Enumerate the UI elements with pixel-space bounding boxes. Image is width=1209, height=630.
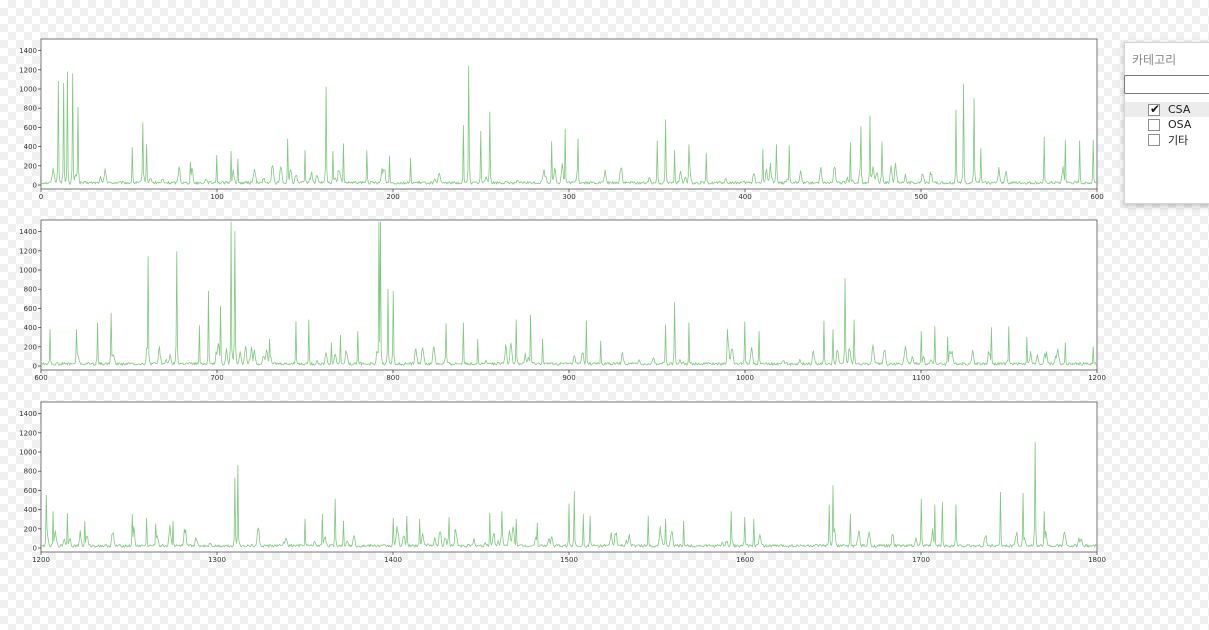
- series-line: [41, 221, 1097, 366]
- plot-area: [40, 38, 1098, 190]
- x-tick-label: 300: [562, 193, 575, 201]
- panel-title: 카테고리: [1132, 53, 1177, 67]
- x-tick-label: 400: [738, 193, 751, 201]
- y-tick-label: 800: [24, 105, 37, 113]
- x-tick-label: 200: [386, 193, 399, 201]
- x-tick-label: 1200: [1088, 374, 1106, 382]
- y-tick-label: 600: [24, 487, 37, 495]
- x-tick-label: 1600: [736, 556, 754, 564]
- x-tick-label: 700: [210, 374, 223, 382]
- category-label: OSA: [1168, 118, 1192, 131]
- y-tick-label: 1400: [19, 47, 37, 55]
- x-tick-label: 900: [562, 374, 575, 382]
- y-tick-label: 200: [24, 525, 37, 533]
- y-tick-label: 1200: [19, 247, 37, 255]
- y-tick-label: 0: [33, 363, 37, 371]
- chart-3: 0 200 400 600 800 1000 1200 1400 1200 1300 1400 150…: [19, 401, 1106, 564]
- y-tick-label: 0: [33, 545, 37, 553]
- category-item-osa[interactable]: OSA: [1125, 117, 1209, 132]
- x-tick-label: 1300: [208, 556, 226, 564]
- category-filter-input[interactable]: [1124, 75, 1209, 94]
- y-tick-label: 800: [24, 286, 37, 294]
- y-tick-label: 0: [33, 182, 37, 190]
- x-tick-label: 1200: [32, 556, 50, 564]
- osa-checkbox[interactable]: [1148, 118, 1160, 131]
- y-tick-label: 1400: [19, 410, 37, 418]
- y-tick-label: 400: [24, 506, 37, 514]
- y-tick-label: 1000: [19, 449, 37, 457]
- y-tick-label: 400: [24, 324, 37, 332]
- x-tick-label: 1100: [912, 374, 930, 382]
- category-item-other[interactable]: 기타: [1125, 132, 1209, 147]
- other-checkbox[interactable]: [1148, 133, 1160, 146]
- x-tick-label: 800: [386, 374, 399, 382]
- checkmark-icon: ✔: [1150, 101, 1161, 116]
- y-tick-label: 200: [24, 343, 37, 351]
- x-tick-label: 600: [34, 374, 47, 382]
- y-tick-label: 600: [24, 305, 37, 313]
- x-tick-label: 100: [210, 193, 223, 201]
- series-line: [41, 442, 1097, 548]
- x-tick-label: 1700: [912, 556, 930, 564]
- category-label: CSA: [1168, 103, 1191, 116]
- y-tick-label: 1200: [19, 429, 37, 437]
- category-legend-panel: 카테고리 ✔ CSA OSA 기타: [1124, 42, 1209, 204]
- y-tick-label: 800: [24, 468, 37, 476]
- x-tick-label: 1500: [560, 556, 578, 564]
- y-tick-label: 600: [24, 124, 37, 132]
- x-tick-label: 1400: [384, 556, 402, 564]
- csa-checkbox[interactable]: ✔: [1148, 101, 1161, 116]
- y-tick-label: 1000: [19, 267, 37, 275]
- y-tick-label: 1400: [19, 228, 37, 236]
- plot-area: [40, 401, 1098, 553]
- plot-area: [40, 219, 1098, 371]
- y-tick-label: 200: [24, 162, 37, 170]
- y-tick-label: 1200: [19, 66, 37, 74]
- category-label: 기타: [1168, 133, 1189, 147]
- y-tick-label: 1000: [19, 86, 37, 94]
- x-tick-label: 1000: [736, 374, 754, 382]
- x-tick-label: 1800: [1088, 556, 1106, 564]
- x-tick-label: 500: [914, 193, 927, 201]
- chart-2: 0 200 400 600 800 1000 1200 1400 600 700 800 900 100…: [19, 219, 1106, 382]
- x-tick-label: 600: [1090, 193, 1103, 201]
- category-item-csa[interactable]: ✔ CSA: [1125, 102, 1209, 117]
- category-list: ✔ CSA OSA 기타: [1125, 102, 1209, 147]
- chart-1: 0 200 400 600 800 1000 1200 1400 0 100 200 300 400 50…: [19, 38, 1104, 201]
- series-line: [41, 65, 1097, 185]
- y-tick-label: 400: [24, 143, 37, 151]
- x-tick-label: 0: [39, 193, 43, 201]
